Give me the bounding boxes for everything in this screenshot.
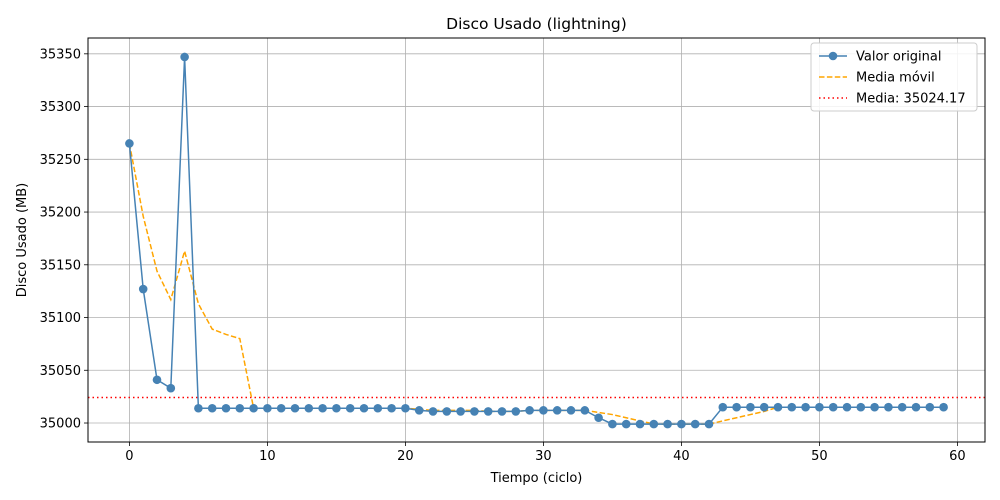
x-tick-label: 30 xyxy=(535,449,552,464)
original-value-point xyxy=(911,402,921,412)
original-value-point xyxy=(635,419,645,429)
x-axis-label: Tiempo (ciclo) xyxy=(490,471,583,486)
original-value-point xyxy=(897,402,907,412)
x-tick-label: 10 xyxy=(259,449,276,464)
original-value-point xyxy=(332,403,341,413)
original-value-point xyxy=(787,402,797,412)
grid xyxy=(88,38,985,442)
original-value-point xyxy=(373,403,383,413)
original-value-point xyxy=(842,402,852,412)
legend-marker xyxy=(828,51,838,61)
original-value-point xyxy=(221,403,231,413)
original-value-point xyxy=(856,402,866,412)
original-value-point xyxy=(925,402,935,412)
y-tick-label: 35300 xyxy=(40,100,81,115)
ticks: 0 10 20 30 40 50 60 35000 35050 35100 35150 35200 35… xyxy=(40,47,966,464)
x-tick-label: 60 xyxy=(949,449,966,464)
series-layer xyxy=(125,52,948,429)
original-value-point xyxy=(194,403,203,413)
original-value-point xyxy=(718,402,728,412)
original-value-point xyxy=(359,403,369,413)
original-value-point xyxy=(414,406,424,415)
legend-item-media: Media: 35024.17 xyxy=(819,92,966,107)
legend-label: Valor original xyxy=(856,50,941,65)
y-tick-label: 35000 xyxy=(40,417,81,432)
original-value-point xyxy=(180,52,189,62)
original-value-point xyxy=(759,402,769,412)
original-value-point xyxy=(649,419,659,429)
original-value-point xyxy=(939,402,948,412)
original-value-point xyxy=(138,284,148,294)
original-value-point xyxy=(704,419,714,429)
original-value-point xyxy=(815,402,824,412)
original-value-point xyxy=(166,383,176,393)
original-value-point xyxy=(483,407,493,416)
y-tick-label: 35200 xyxy=(40,206,81,221)
original-value-point xyxy=(884,402,893,412)
plot-frame xyxy=(87,37,986,443)
original-value-point xyxy=(511,407,521,416)
original-value-point xyxy=(746,402,755,412)
original-value-point xyxy=(290,403,300,413)
legend-box xyxy=(810,42,978,112)
original-value-point xyxy=(732,402,741,412)
original-value-point xyxy=(387,403,396,413)
original-value-point xyxy=(345,403,355,413)
original-value-point xyxy=(663,419,672,429)
legend-label: Media: 35024.17 xyxy=(856,92,966,107)
original-value-point xyxy=(263,403,272,413)
original-value-point xyxy=(621,419,631,429)
chart-title: Disco Usado (lightning) xyxy=(446,15,627,33)
original-value-point xyxy=(828,402,838,412)
original-value-point xyxy=(870,402,879,412)
original-value-point xyxy=(801,402,810,412)
y-tick-label: 35100 xyxy=(40,311,81,326)
x-tick-label: 0 xyxy=(125,449,133,464)
original-value-point xyxy=(677,419,686,429)
original-value-point xyxy=(152,375,162,385)
original-value-point xyxy=(207,403,217,413)
original-value-point xyxy=(125,139,134,148)
legend: Valor original Media móvil Media: 35024.17 xyxy=(810,42,978,112)
original-value-point xyxy=(442,407,452,416)
original-value-point xyxy=(525,406,534,415)
legend-item-valor-original: Valor original xyxy=(819,50,941,65)
original-value-point xyxy=(580,406,590,415)
original-value-point xyxy=(690,419,700,429)
original-value-point xyxy=(497,407,507,416)
original-value-point xyxy=(304,403,314,413)
original-value-point xyxy=(594,413,603,423)
y-tick-label: 35050 xyxy=(40,364,81,379)
original-value-point xyxy=(539,406,548,415)
original-value-point xyxy=(456,407,465,416)
legend-item-media-movil: Media móvil xyxy=(819,71,935,86)
original-value-point xyxy=(470,407,479,416)
original-value-point xyxy=(276,403,286,413)
original-value-point xyxy=(773,402,783,412)
y-axis-label: Disco Usado (MB) xyxy=(15,183,30,298)
original-value-point xyxy=(428,407,438,416)
original-value-point xyxy=(318,403,327,413)
original-value-point xyxy=(552,406,562,415)
original-value-point xyxy=(566,406,576,415)
y-tick-label: 35150 xyxy=(40,258,81,273)
x-tick-label: 40 xyxy=(673,449,690,464)
original-value-point xyxy=(608,419,617,429)
original-value-point xyxy=(401,403,410,413)
original-value-point xyxy=(235,403,245,413)
original-value-point xyxy=(249,403,258,413)
y-tick-label: 35250 xyxy=(40,153,81,168)
y-tick-label: 35350 xyxy=(40,47,81,62)
x-tick-label: 20 xyxy=(397,449,414,464)
legend-label: Media móvil xyxy=(856,71,935,86)
x-tick-label: 50 xyxy=(811,449,828,464)
